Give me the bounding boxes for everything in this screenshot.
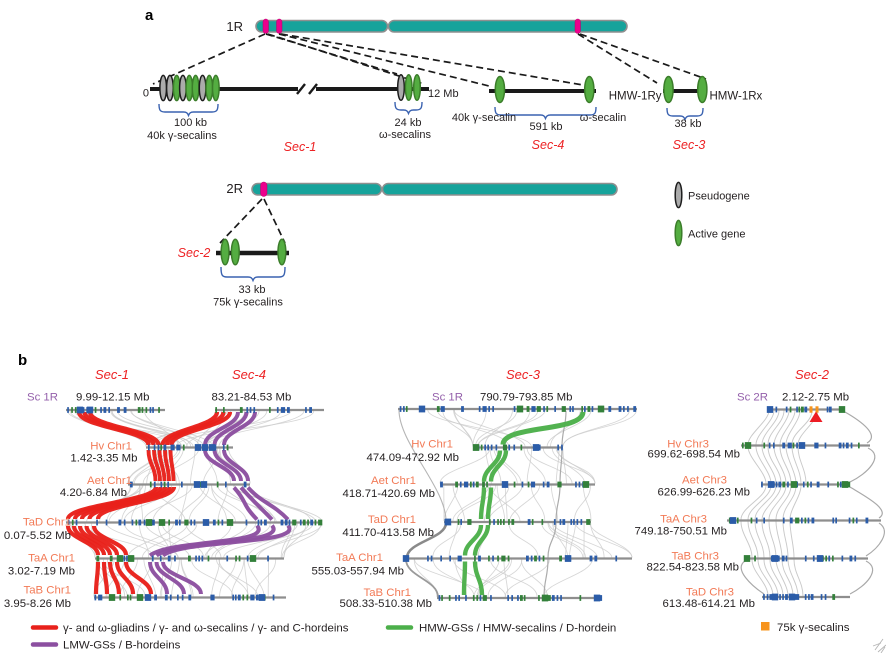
svg-text:ω-secalins: ω-secalins: [379, 129, 431, 141]
svg-text:626.99-626.23 Mb: 626.99-626.23 Mb: [658, 487, 750, 499]
svg-text:γ- and ω-gliadins / γ- and ω-s: γ- and ω-gliadins / γ- and ω-secalins / …: [63, 623, 349, 635]
svg-text:75k γ-secalins: 75k γ-secalins: [213, 297, 283, 309]
svg-text:Pseudogene: Pseudogene: [688, 191, 750, 203]
svg-text:Hv Chr3: Hv Chr3: [667, 439, 709, 451]
svg-text:TaB Chr1: TaB Chr1: [364, 587, 411, 599]
svg-text:LMW-GSs / B-hordeins: LMW-GSs / B-hordeins: [63, 640, 181, 652]
svg-text:Sec-3: Sec-3: [506, 367, 541, 382]
svg-text:a: a: [145, 7, 154, 24]
svg-text:TaB Chr1: TaB Chr1: [24, 585, 71, 597]
svg-text:Hv Chr1: Hv Chr1: [90, 441, 132, 453]
svg-text:TaD Chr1: TaD Chr1: [368, 514, 416, 526]
svg-text:3.02-7.19 Mb: 3.02-7.19 Mb: [8, 566, 75, 578]
svg-text:699.62-698.54 Mb: 699.62-698.54 Mb: [648, 449, 740, 461]
svg-text:4.20-6.84 Mb: 4.20-6.84 Mb: [60, 487, 127, 499]
svg-text:100 kb: 100 kb: [174, 117, 207, 129]
svg-text:Aet Chr1: Aet Chr1: [371, 475, 416, 487]
svg-text:38 kb: 38 kb: [675, 118, 702, 130]
svg-text:TaD Chr3: TaD Chr3: [686, 587, 734, 599]
svg-text:Aet Chr1: Aet Chr1: [87, 475, 132, 487]
svg-text:75k γ-secalins: 75k γ-secalins: [777, 622, 850, 634]
svg-text:Sc 2R: Sc 2R: [737, 392, 768, 404]
svg-text:Active gene: Active gene: [688, 229, 745, 241]
svg-text:2R: 2R: [226, 181, 243, 196]
svg-text:3.95-8.26 Mb: 3.95-8.26 Mb: [4, 598, 71, 610]
svg-text:Sc 1R: Sc 1R: [432, 392, 463, 404]
svg-text:Sec-3: Sec-3: [673, 138, 706, 152]
svg-text:1R: 1R: [226, 19, 243, 34]
svg-text:12 Mb: 12 Mb: [428, 88, 459, 100]
svg-text:822.54-823.58 Mb: 822.54-823.58 Mb: [647, 562, 739, 574]
svg-text:790.79-793.85 Mb: 790.79-793.85 Mb: [480, 392, 572, 404]
svg-text:474.09-472.92 Mb: 474.09-472.92 Mb: [367, 452, 459, 464]
svg-text:HMW-GSs / HMW-secalins / D-hor: HMW-GSs / HMW-secalins / D-hordein: [419, 623, 616, 635]
svg-text:1.42-3.35 Mb: 1.42-3.35 Mb: [70, 453, 137, 465]
svg-text:0: 0: [143, 88, 149, 100]
svg-text:40k γ-secalins: 40k γ-secalins: [147, 130, 217, 142]
svg-text:555.03-557.94 Mb: 555.03-557.94 Mb: [312, 566, 404, 578]
svg-text:83.21-84.53 Mb: 83.21-84.53 Mb: [212, 392, 292, 404]
svg-text:0.07-5.52 Mb: 0.07-5.52 Mb: [4, 530, 71, 542]
svg-text:40k γ-secalin: 40k γ-secalin: [452, 112, 516, 124]
svg-text:TaA Chr3: TaA Chr3: [660, 514, 707, 526]
svg-text:613.48-614.21 Mb: 613.48-614.21 Mb: [663, 598, 755, 610]
svg-text:9.99-12.15 Mb: 9.99-12.15 Mb: [76, 392, 149, 404]
svg-text:Sec-1: Sec-1: [284, 140, 317, 154]
svg-text:TaA Chr1: TaA Chr1: [336, 552, 383, 564]
svg-text:33 kb: 33 kb: [239, 284, 266, 296]
svg-text:508.33-510.38 Mb: 508.33-510.38 Mb: [340, 598, 432, 610]
svg-text:2.12-2.75 Mb: 2.12-2.75 Mb: [782, 392, 849, 404]
svg-text:TaB Chr3: TaB Chr3: [672, 551, 719, 563]
svg-text:ω-secalin: ω-secalin: [580, 112, 627, 124]
svg-text:HMW-1Rx: HMW-1Rx: [710, 91, 763, 103]
svg-text:Sec-1: Sec-1: [95, 367, 129, 382]
svg-text:TaD Chr1: TaD Chr1: [23, 517, 71, 529]
svg-text:411.70-413.58 Mb: 411.70-413.58 Mb: [342, 527, 434, 539]
svg-text:Aet Chr3: Aet Chr3: [682, 475, 727, 487]
svg-text:Sc 1R: Sc 1R: [27, 392, 58, 404]
svg-text:749.18-750.51 Mb: 749.18-750.51 Mb: [635, 526, 727, 538]
svg-text:Sec-2: Sec-2: [795, 367, 830, 382]
svg-text:b: b: [18, 352, 27, 369]
svg-text:591 kb: 591 kb: [529, 121, 562, 133]
svg-text:Sec-4: Sec-4: [532, 138, 565, 152]
svg-text:Sec-4: Sec-4: [232, 367, 266, 382]
svg-text:24 kb: 24 kb: [395, 117, 422, 129]
svg-text:TaA Chr1: TaA Chr1: [28, 553, 75, 565]
svg-text:Sec-2: Sec-2: [178, 246, 211, 260]
svg-text:HMW-1Ry: HMW-1Ry: [609, 91, 662, 103]
svg-text:Hv Chr1: Hv Chr1: [411, 439, 453, 451]
svg-text:418.71-420.69 Mb: 418.71-420.69 Mb: [343, 488, 435, 500]
